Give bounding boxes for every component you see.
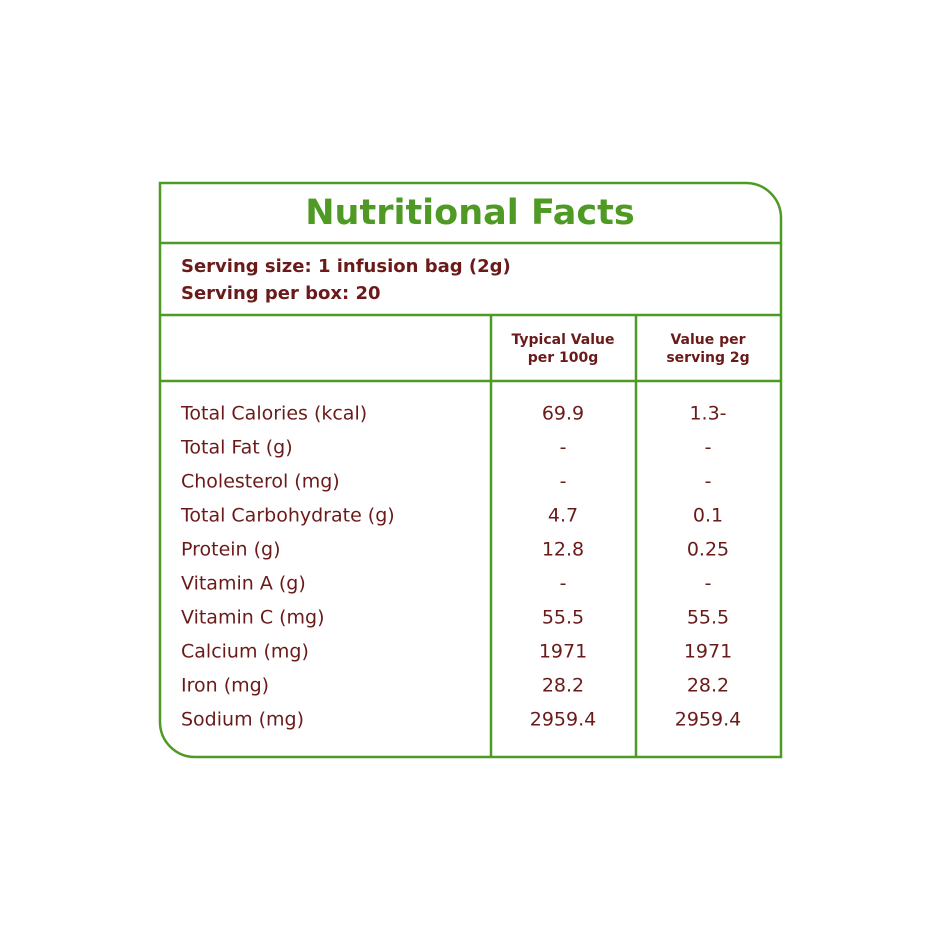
nutrient-value: -: [705, 471, 712, 493]
nutrient-value: 1.3-: [689, 403, 726, 425]
panel-border: [158, 181, 783, 759]
nutrient-value: 1971: [539, 641, 587, 663]
nutrient-label: Protein (g): [181, 539, 281, 561]
column-header: Value per: [670, 332, 745, 348]
nutrient-value: 55.5: [542, 607, 584, 629]
column-header: Typical Value: [511, 332, 614, 348]
nutrient-label: Sodium (mg): [181, 709, 304, 731]
nutrient-label: Iron (mg): [181, 675, 269, 697]
nutrient-label: Total Carbohydrate (g): [180, 505, 395, 527]
nutrient-label: Vitamin C (mg): [181, 607, 325, 629]
nutrient-value: -: [705, 437, 712, 459]
column-header: serving 2g: [666, 350, 749, 366]
nutrient-value: 28.2: [542, 675, 584, 697]
nutrient-value: -: [560, 437, 567, 459]
nutrient-label: Cholesterol (mg): [181, 471, 340, 493]
nutrient-label: Calcium (mg): [181, 641, 309, 663]
nutrient-value: 12.8: [542, 539, 584, 561]
serving-info: Serving per box: 20: [181, 283, 381, 304]
nutrient-value: 2959.4: [530, 709, 596, 731]
column-header: per 100g: [528, 350, 599, 366]
nutrient-value: 4.7: [548, 505, 578, 527]
title: Nutritional Facts: [305, 193, 634, 233]
nutrient-value: -: [560, 471, 567, 493]
serving-info: Serving size: 1 infusion bag (2g): [181, 256, 511, 277]
nutrient-value: 2959.4: [675, 709, 741, 731]
nutrient-value: -: [705, 573, 712, 595]
nutrient-value: 1971: [684, 641, 732, 663]
nutrient-value: 28.2: [687, 675, 729, 697]
nutrient-value: -: [560, 573, 567, 595]
nutrient-value: 55.5: [687, 607, 729, 629]
nutrient-value: 69.9: [542, 403, 584, 425]
nutrient-label: Total Calories (kcal): [180, 403, 367, 425]
nutrient-value: 0.1: [693, 505, 723, 527]
nutrient-label: Vitamin A (g): [181, 573, 306, 595]
nutrient-value: 0.25: [687, 539, 729, 561]
nutrient-label: Total Fat (g): [180, 437, 293, 459]
